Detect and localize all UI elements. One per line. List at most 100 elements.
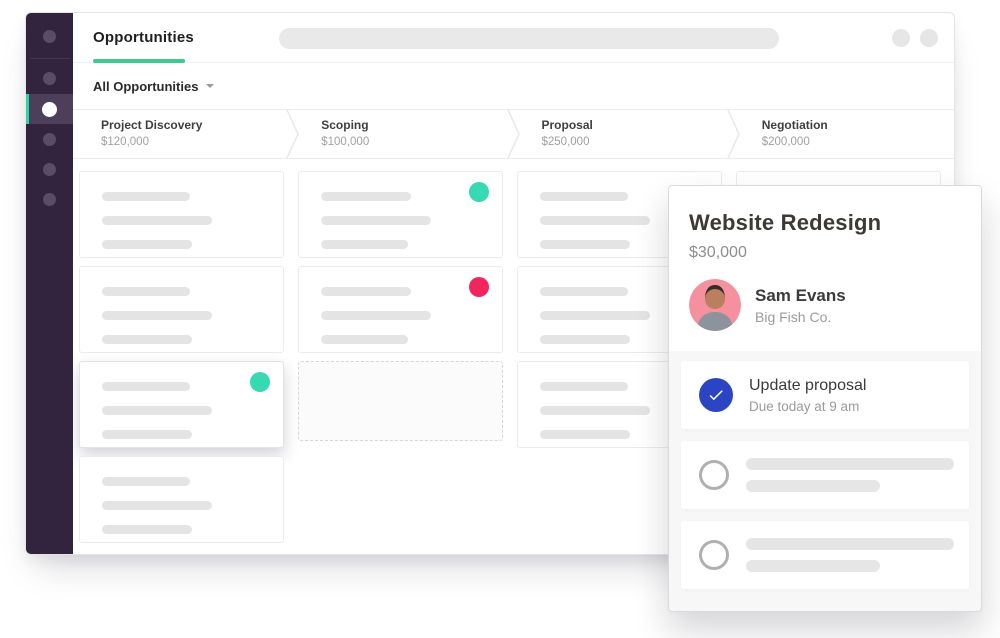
chevron-separator-icon [506, 109, 521, 163]
board-column-scoping [298, 171, 503, 554]
stage-negotiation: Negotiation $200,000 [727, 109, 954, 159]
text-placeholder [102, 335, 192, 344]
opportunity-card[interactable] [79, 361, 284, 448]
active-tab-underline [93, 59, 185, 63]
contact-row: Sam Evans Big Fish Co. [689, 279, 961, 331]
page-title: Opportunities [93, 29, 194, 46]
opportunity-detail-panel: Website Redesign $30,000 Sam Evans Big F… [668, 185, 982, 612]
sidebar-divider [29, 58, 70, 59]
text-placeholder [102, 477, 190, 486]
sidebar-item[interactable] [43, 72, 56, 85]
task-row[interactable]: Update proposal Due today at 9 am [681, 361, 969, 429]
text-placeholder [321, 335, 408, 344]
opportunity-card[interactable] [79, 171, 284, 258]
text-placeholder [321, 311, 431, 320]
opportunity-card[interactable] [298, 266, 503, 353]
sidebar-item[interactable] [43, 163, 56, 176]
sidebar-nav [26, 13, 73, 554]
sidebar-active-dot-icon [42, 101, 57, 117]
pink-status-dot-icon [469, 277, 489, 297]
task-placeholder [746, 458, 971, 492]
stage-scoping: Scoping $100,000 [286, 109, 513, 159]
task-row[interactable] [681, 521, 969, 589]
text-placeholder [540, 335, 630, 344]
header-icon-placeholder[interactable] [892, 29, 910, 47]
text-placeholder [102, 311, 212, 320]
text-placeholder [540, 192, 628, 201]
task-placeholder [746, 538, 971, 572]
text-placeholder [102, 382, 190, 391]
card-dropzone[interactable] [298, 361, 503, 441]
text-placeholder [102, 240, 192, 249]
text-placeholder [540, 430, 630, 439]
search-bar[interactable] [279, 28, 779, 49]
pipeline-filter-dropdown[interactable]: All Opportunities [93, 78, 199, 94]
text-placeholder [746, 560, 880, 572]
text-placeholder [321, 192, 411, 201]
task-title: Update proposal [749, 376, 867, 394]
header-icon-placeholder[interactable] [920, 29, 938, 47]
stage-amount: $250,000 [541, 136, 590, 148]
task-list: Update proposal Due today at 9 am [669, 351, 981, 589]
stage-amount: $200,000 [761, 136, 810, 148]
chevron-down-icon [206, 84, 215, 88]
text-placeholder [746, 458, 954, 470]
stage-project-discovery: Project Discovery $120,000 [73, 110, 293, 158]
pipeline-stage-header: Project Discovery $120,000 Scoping $100,000… [73, 109, 954, 159]
text-placeholder [321, 240, 408, 249]
chevron-separator-icon [727, 109, 741, 163]
stage-name: Negotiation [761, 118, 828, 132]
chevron-separator-icon [286, 109, 300, 163]
circle-outline-icon[interactable] [699, 460, 729, 490]
text-placeholder [102, 287, 190, 296]
text-placeholder [540, 311, 650, 320]
check-icon[interactable] [699, 378, 733, 412]
filter-bar: All Opportunities [73, 63, 954, 109]
sidebar-item[interactable] [43, 193, 56, 206]
board-column-project-discovery [79, 171, 284, 554]
task-text: Update proposal Due today at 9 am [749, 377, 866, 414]
avatar [689, 279, 741, 331]
opportunity-title: Website Redesign [689, 210, 882, 235]
teal-status-dot-icon [250, 372, 270, 392]
stage-amount: $120,000 [101, 136, 149, 148]
sidebar-item-active[interactable] [26, 94, 73, 124]
text-placeholder [540, 406, 650, 415]
opportunity-amount: $30,000 [689, 244, 747, 261]
text-placeholder [746, 538, 954, 550]
opportunity-card[interactable] [79, 266, 284, 353]
circle-outline-icon[interactable] [699, 540, 729, 570]
stage-proposal: Proposal $250,000 [506, 109, 734, 159]
stage-amount: $100,000 [321, 136, 370, 148]
text-placeholder [540, 287, 628, 296]
contact-text: Sam Evans Big Fish Co. [755, 286, 846, 325]
opportunity-summary: Website Redesign $30,000 Sam Evans Big F… [669, 186, 981, 351]
text-placeholder [102, 501, 212, 510]
opportunity-card[interactable] [298, 171, 503, 258]
app-window: Opportunities All Opportunities Project … [25, 12, 955, 555]
contact-name: Sam Evans [755, 285, 846, 305]
text-placeholder [102, 406, 212, 415]
teal-status-dot-icon [469, 182, 489, 202]
text-placeholder [102, 430, 192, 439]
task-row[interactable] [681, 441, 969, 509]
text-placeholder [102, 216, 212, 225]
sidebar-item[interactable] [43, 30, 56, 43]
text-placeholder [746, 480, 880, 492]
text-placeholder [540, 240, 630, 249]
task-due: Due today at 9 am [749, 398, 860, 414]
text-placeholder [321, 287, 411, 296]
text-placeholder [540, 216, 650, 225]
text-placeholder [102, 192, 190, 201]
top-bar: Opportunities [73, 13, 954, 63]
stage-name: Proposal [541, 118, 593, 132]
text-placeholder [102, 525, 192, 534]
stage-name: Project Discovery [101, 118, 203, 132]
sidebar-item[interactable] [43, 133, 56, 146]
text-placeholder [321, 216, 431, 225]
contact-company: Big Fish Co. [755, 308, 832, 325]
opportunity-card[interactable] [79, 456, 284, 543]
text-placeholder [540, 382, 628, 391]
stage-name: Scoping [321, 118, 369, 132]
header-controls [892, 13, 938, 63]
